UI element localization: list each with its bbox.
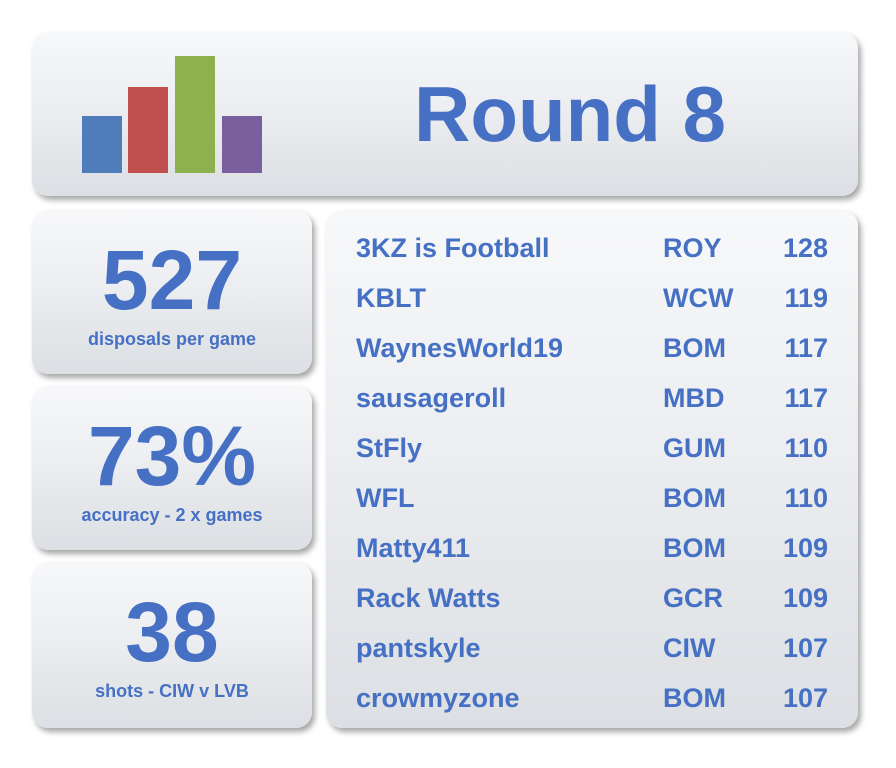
player-name: StFly: [356, 433, 423, 463]
team-code: BOM: [663, 533, 726, 563]
stat-card-disposals: 527 disposals per game: [32, 210, 312, 374]
team-code: ROY: [663, 233, 722, 263]
leaderboard-row: 3KZ is Football ROY 128: [356, 223, 828, 273]
team-code: BOM: [663, 483, 726, 513]
team-code: BOM: [663, 683, 726, 713]
team-code: GCR: [663, 583, 723, 613]
stat-value: 38: [125, 585, 219, 679]
player-name: 3KZ is Football: [356, 233, 550, 263]
header-panel: Round 8: [32, 32, 858, 196]
team-code: BOM: [663, 333, 726, 363]
leaderboard-panel: 3KZ is Football ROY 128 KBLT WCW 119 Way…: [326, 210, 858, 728]
team-code: GUM: [663, 433, 726, 463]
player-name: pantskyle: [356, 633, 481, 663]
leaderboard-row: WFL BOM 110: [356, 473, 828, 523]
leaderboard-row: WaynesWorld19 BOM 117: [356, 323, 828, 373]
stat-label: disposals per game: [87, 329, 257, 349]
player-score: 119: [784, 283, 828, 313]
logo-bar-red: [128, 87, 168, 173]
player-name: WaynesWorld19: [356, 333, 564, 363]
leaderboard-row: sausageroll MBD 117: [356, 373, 828, 423]
leaderboard-row: Matty411 BOM 109: [356, 523, 828, 573]
player-score: 107: [782, 633, 828, 663]
player-score: 109: [782, 533, 828, 563]
stat-card-accuracy: 73% accuracy - 2 x games: [32, 386, 312, 550]
stat-label: accuracy - 2 x games: [81, 505, 263, 525]
player-score: 107: [782, 683, 828, 713]
player-score: 109: [782, 583, 828, 613]
logo-bar-blue: [82, 116, 122, 173]
leaderboard-row: crowmyzone BOM 107: [356, 673, 828, 723]
stat-value: 73%: [87, 409, 257, 503]
player-score: 110: [784, 483, 828, 513]
player-score: 128: [782, 233, 828, 263]
bar-chart-icon: [82, 56, 264, 173]
player-score: 117: [784, 383, 828, 413]
page-title: Round 8: [414, 70, 726, 158]
leaderboard-list: 3KZ is Football ROY 128 KBLT WCW 119 Way…: [356, 223, 828, 723]
logo-bar-green: [175, 56, 215, 173]
leaderboard-row: Rack Watts GCR 109: [356, 573, 828, 623]
stat-value: 527: [101, 233, 243, 327]
team-code: WCW: [663, 283, 734, 313]
team-code: CIW: [663, 633, 716, 663]
logo-bar-purple: [222, 116, 262, 173]
player-name: Rack Watts: [356, 583, 501, 613]
team-code: MBD: [663, 383, 725, 413]
player-name: Matty411: [356, 533, 471, 563]
leaderboard-row: KBLT WCW 119: [356, 273, 828, 323]
player-score: 110: [784, 433, 828, 463]
player-name: sausageroll: [356, 383, 507, 413]
leaderboard-row: pantskyle CIW 107: [356, 623, 828, 673]
leaderboard-row: StFly GUM 110: [356, 423, 828, 473]
player-name: WFL: [356, 483, 415, 513]
player-score: 117: [784, 333, 828, 363]
stat-label: shots - CIW v LVB: [95, 681, 249, 701]
player-name: crowmyzone: [356, 683, 520, 713]
stat-card-shots: 38 shots - CIW v LVB: [32, 562, 312, 728]
player-name: KBLT: [356, 283, 426, 313]
